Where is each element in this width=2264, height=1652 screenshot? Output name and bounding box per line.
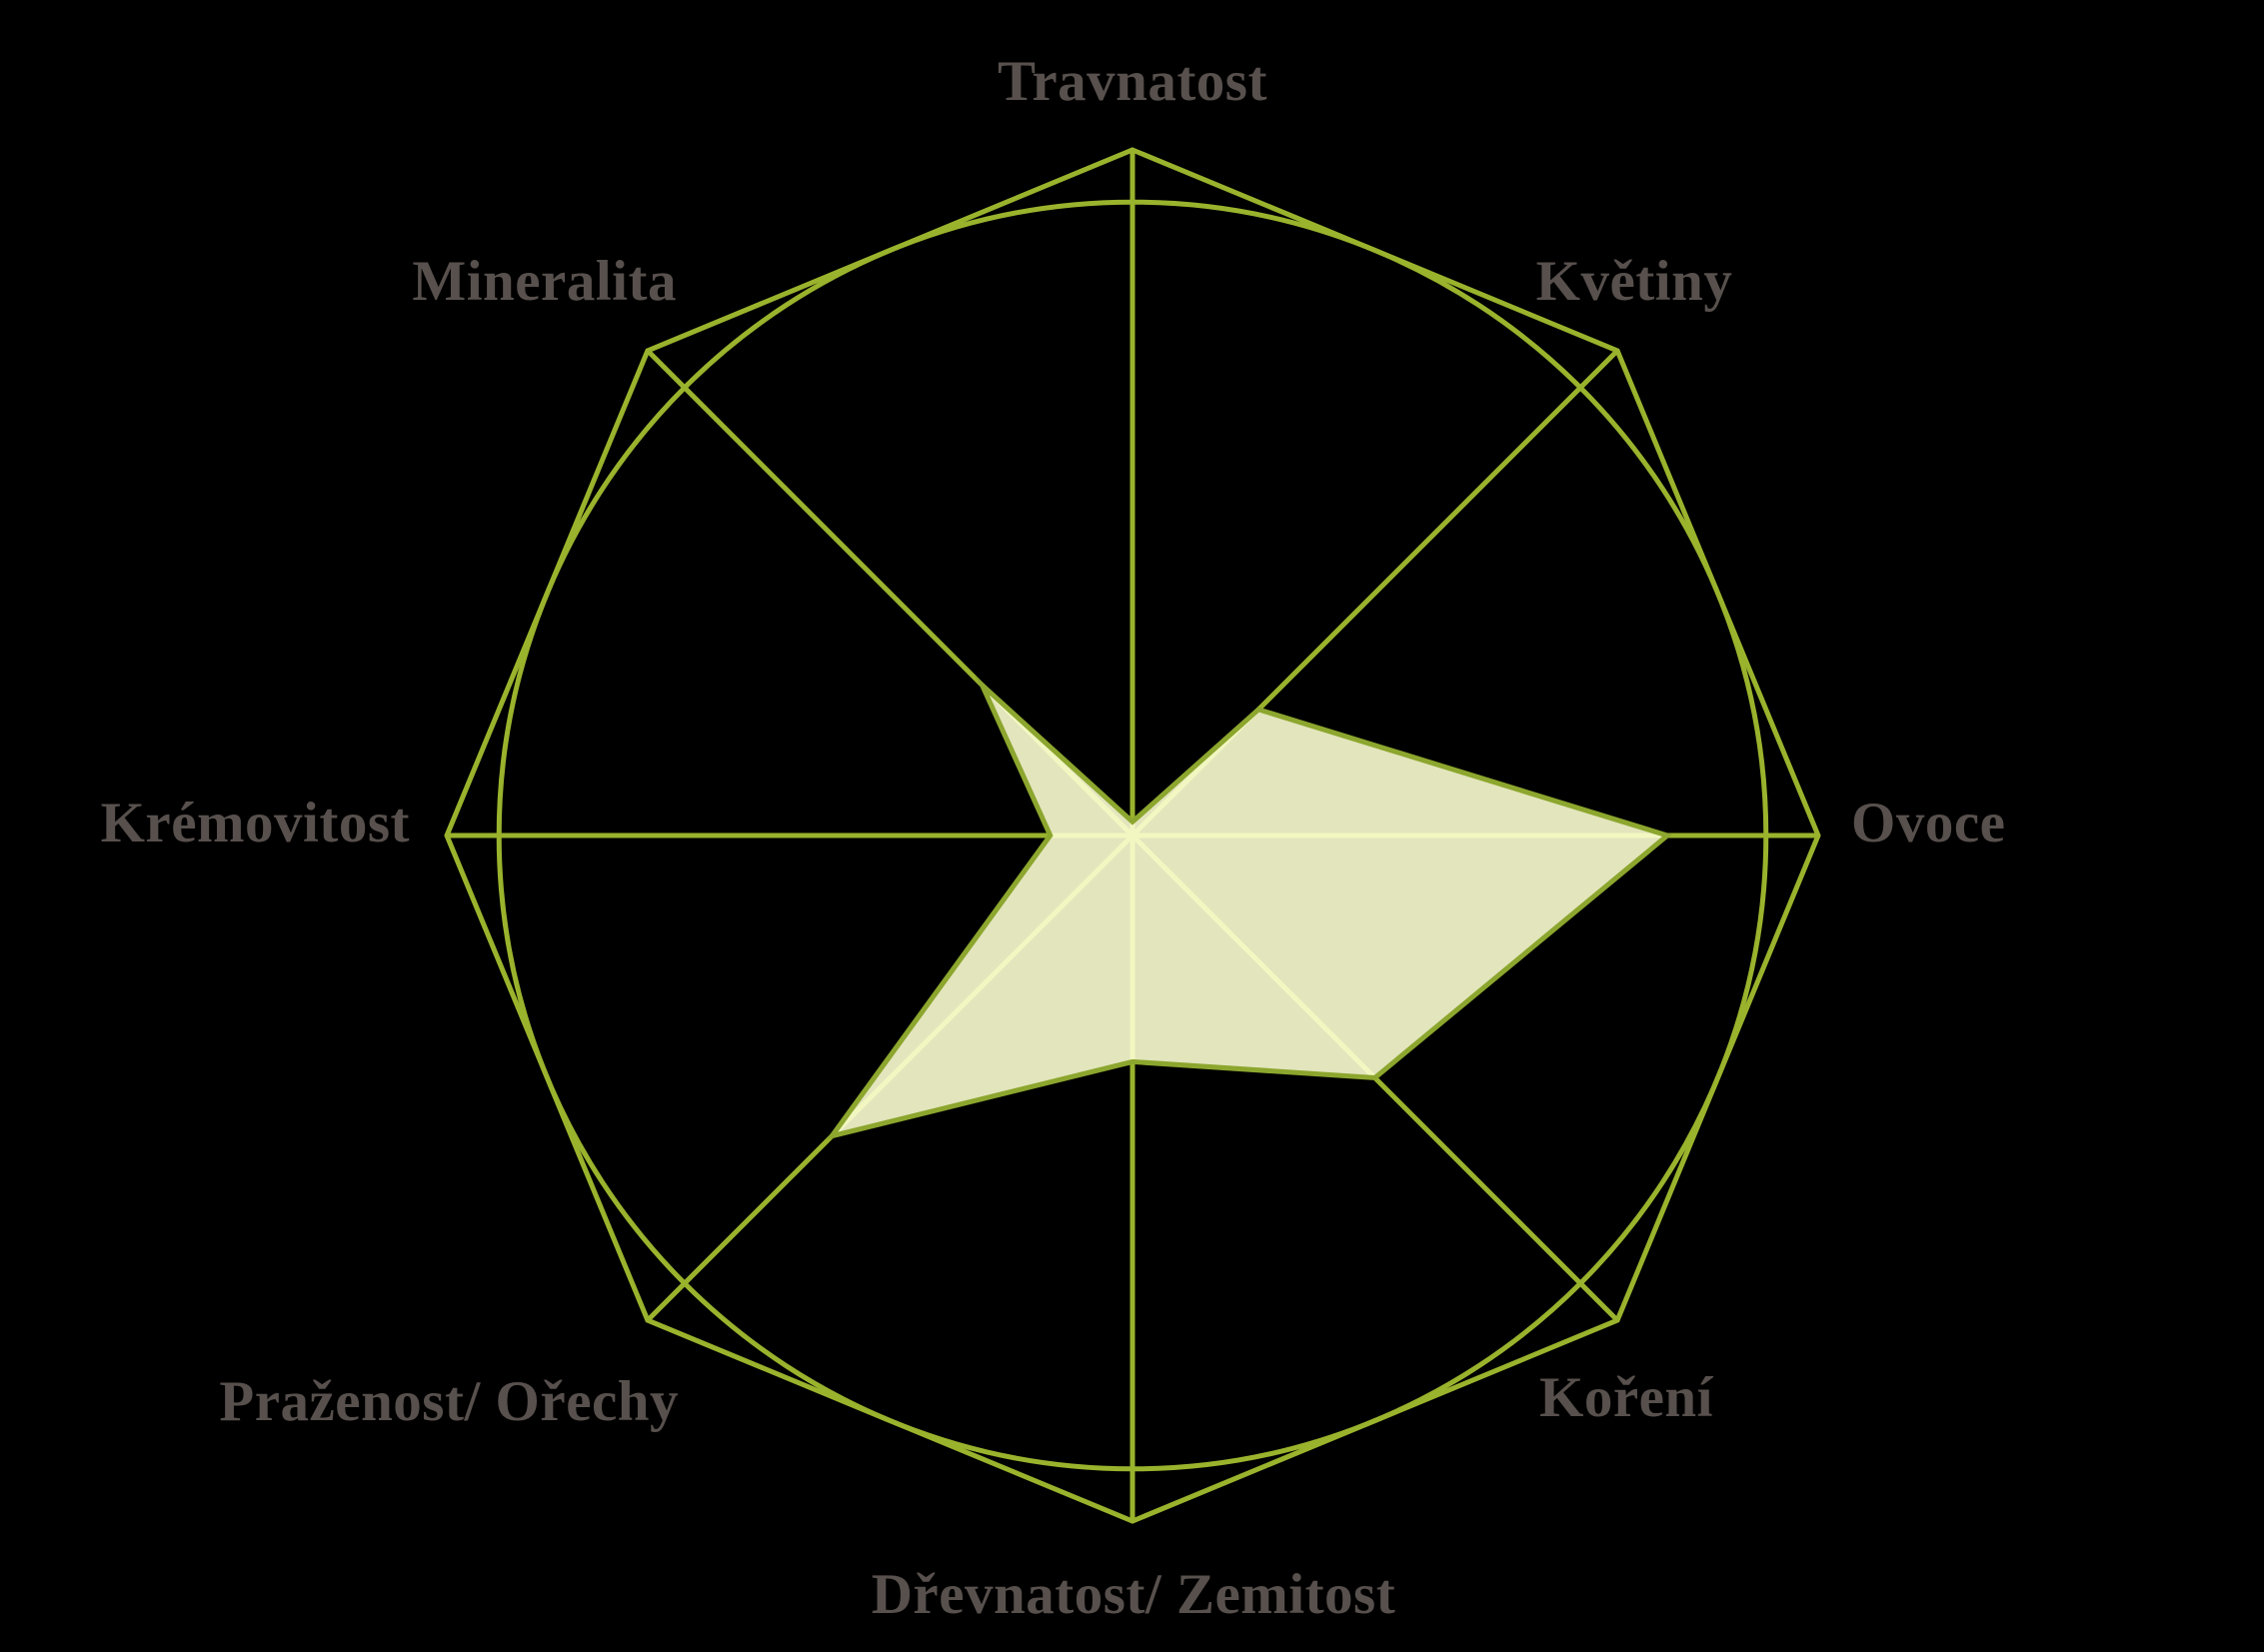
axis-label-travnatost: Travnatost <box>998 50 1267 113</box>
axis-label-prazenost-orechy: Praženost/ Ořechy <box>219 1370 679 1433</box>
axis-label-drevnatost-zemitost: Dřevnatost/ Zemitost <box>872 1563 1395 1626</box>
axis-label-ovoce: Ovoce <box>1851 792 2005 854</box>
axis-label-koreni: Koření <box>1539 1366 1714 1429</box>
axis-label-mineralita: Mineralita <box>412 250 677 313</box>
axis-label-kvetiny: Květiny <box>1536 250 1733 313</box>
data-polygon <box>826 675 1673 1140</box>
axis-label-kremovitost: Krémovitost <box>101 792 410 854</box>
